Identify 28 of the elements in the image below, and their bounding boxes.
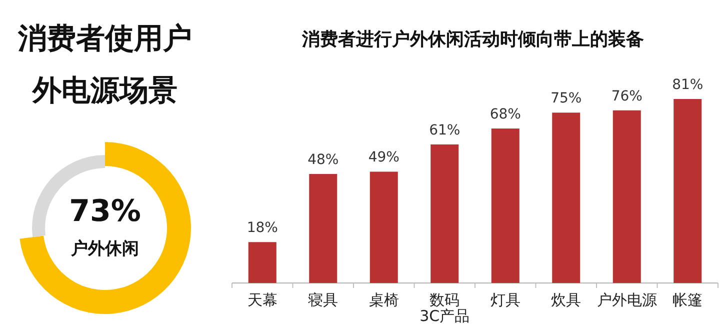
- data-label: 75%: [550, 90, 582, 107]
- bar: [370, 172, 398, 283]
- bar: [309, 174, 338, 283]
- data-label: 68%: [490, 106, 521, 123]
- data-label: 76%: [611, 88, 642, 104]
- x-tick-label: 灯具: [489, 291, 522, 309]
- bar: [430, 144, 459, 283]
- bar: [674, 99, 702, 283]
- x-tick-label: 炊具: [550, 291, 582, 309]
- x-tick-label: 帐篷: [672, 291, 704, 309]
- bar: [248, 242, 276, 283]
- x-tick-label: 户外电源: [596, 291, 657, 309]
- data-label: 48%: [308, 152, 339, 168]
- data-label: 49%: [368, 150, 400, 166]
- data-label: 18%: [246, 220, 278, 236]
- bar: [612, 110, 641, 283]
- chart-title: 消费者进行户外休闲活动时倾向带上的装备: [300, 28, 645, 52]
- slice-label: 户外休闲: [70, 239, 139, 259]
- x-tick-label: 桌椅: [368, 291, 400, 309]
- bar: [491, 128, 520, 283]
- data-label: 61%: [429, 122, 460, 138]
- data-label: 73%: [69, 194, 141, 229]
- x-tick-label: 寝具: [307, 291, 340, 309]
- chart-title: 消费者使用户外电源场景: [16, 20, 193, 109]
- x-tick-label: 数码3C产品: [418, 291, 471, 324]
- data-label: 81%: [672, 77, 704, 93]
- x-tick-label: 天幕: [246, 291, 278, 309]
- bar: [552, 112, 580, 283]
